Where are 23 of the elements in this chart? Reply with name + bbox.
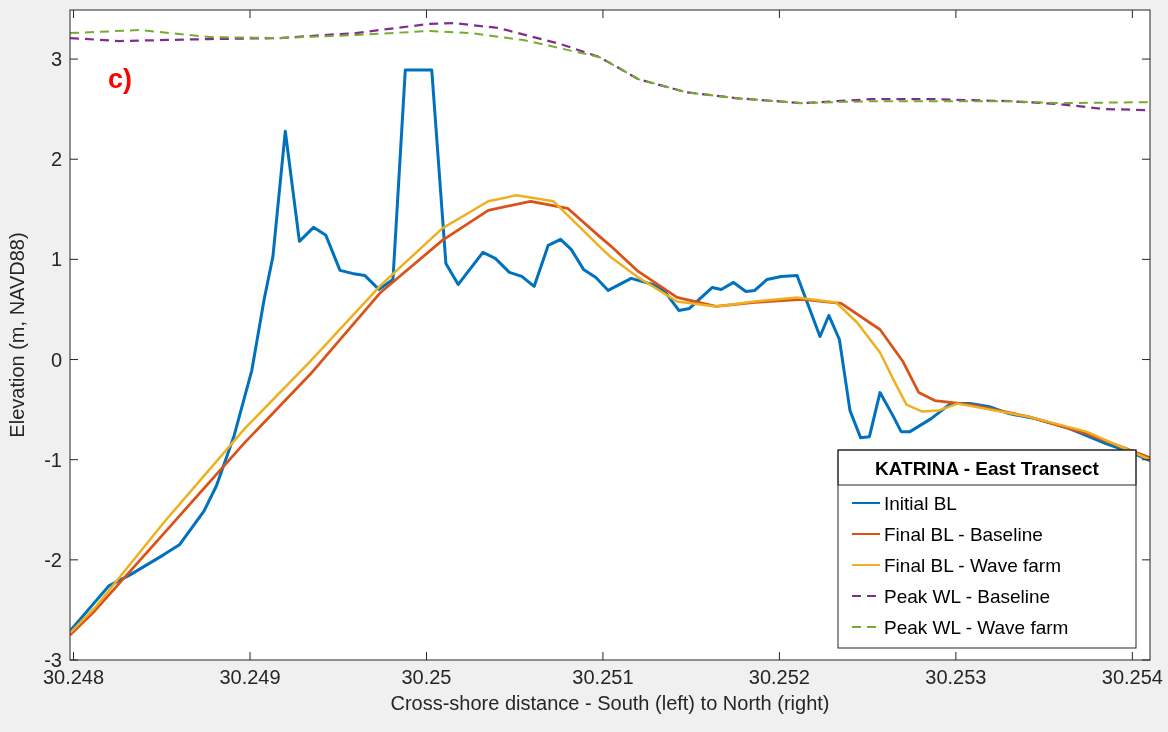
- line-series: [70, 29, 1150, 105]
- y-axis-title: Elevation (m, NAVD88): [6, 232, 28, 438]
- annotation: c): [108, 64, 133, 94]
- legend-title: KATRINA - East Transect: [875, 458, 1100, 479]
- x-tick-label: 30.253: [925, 666, 987, 688]
- y-tick-label: 3: [50, 48, 62, 71]
- legend-label: Final BL - Wave farm: [884, 554, 1062, 576]
- legend-label: Peak WL - Wave farm: [884, 616, 1069, 638]
- y-tick-label: 0: [50, 348, 62, 371]
- x-tick-label: 30.249: [219, 666, 281, 688]
- x-tick-label: 30.252: [748, 666, 810, 688]
- x-tick-label: 30.254: [1101, 666, 1163, 688]
- legend-label: Peak WL - Baseline: [884, 585, 1051, 607]
- y-tick-label: -1: [44, 448, 62, 471]
- y-tick-label: 1: [50, 248, 62, 271]
- x-axis-title: Cross-shore distance - South (left) to North (right): [390, 692, 830, 714]
- y-tick-label: 2: [50, 148, 62, 171]
- x-tick-label: 30.25: [401, 666, 452, 688]
- x-tick-label: 30.251: [572, 666, 634, 688]
- legend-label: Final BL - Baseline: [884, 523, 1043, 545]
- legend-label: Initial BL: [884, 492, 957, 514]
- line-series: [70, 68, 1150, 633]
- y-tick-label: -2: [44, 548, 62, 571]
